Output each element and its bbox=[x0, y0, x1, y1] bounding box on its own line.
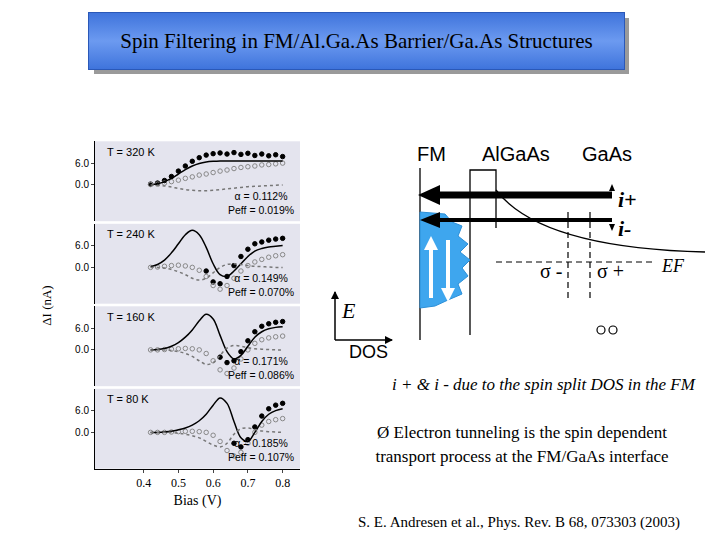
svg-text:0.8: 0.8 bbox=[275, 476, 290, 490]
svg-text:0.5: 0.5 bbox=[171, 476, 186, 490]
svg-text:i-: i- bbox=[618, 216, 631, 241]
svg-text:0.0: 0.0 bbox=[75, 179, 89, 190]
svg-text:6.0: 6.0 bbox=[75, 405, 89, 416]
svg-text:0.4: 0.4 bbox=[136, 476, 151, 490]
svg-text:S. E. Andresen et al., Phys. R: S. E. Andresen et al., Phys. Rev. B 68, … bbox=[358, 514, 680, 531]
svg-text:0.0: 0.0 bbox=[75, 344, 89, 355]
svg-text:T = 160 K: T = 160 K bbox=[107, 311, 155, 323]
svg-text:i+: i+ bbox=[618, 187, 637, 212]
svg-text:T = 320 K: T = 320 K bbox=[107, 146, 155, 158]
svg-text:AlGaAs: AlGaAs bbox=[482, 143, 550, 165]
svg-text:α = 0.112%Peff = 0.019%: α = 0.112%Peff = 0.019% bbox=[228, 190, 294, 216]
svg-text:0.7: 0.7 bbox=[240, 476, 255, 490]
svg-text:α = 0.171%Peff = 0.086%: α = 0.171%Peff = 0.086% bbox=[228, 355, 294, 381]
svg-text:T = 240 K: T = 240 K bbox=[107, 228, 155, 240]
svg-text:α = 0.149%Peff = 0.070%: α = 0.149%Peff = 0.070% bbox=[228, 272, 294, 298]
svg-text:DOS: DOS bbox=[349, 342, 388, 362]
svg-text:Ø Electron tunneling is the sp: Ø Electron tunneling is the spin depende… bbox=[377, 423, 667, 442]
svg-text:FM: FM bbox=[417, 143, 446, 165]
svg-text:ΔI (nA): ΔI (nA) bbox=[39, 285, 54, 326]
svg-text:E: E bbox=[341, 298, 356, 323]
svg-text:0.0: 0.0 bbox=[75, 427, 89, 438]
svg-text:6.0: 6.0 bbox=[75, 240, 89, 251]
svg-text:GaAs: GaAs bbox=[582, 143, 632, 165]
svg-text:σ -: σ - bbox=[540, 260, 562, 282]
svg-text:0.0: 0.0 bbox=[75, 262, 89, 273]
svg-text:transport process at the FM/Ga: transport process at the FM/GaAs interfa… bbox=[375, 447, 668, 466]
svg-text:EF: EF bbox=[661, 256, 685, 276]
svg-text:T = 80 K: T = 80 K bbox=[107, 393, 149, 405]
svg-text:0.6: 0.6 bbox=[206, 476, 221, 490]
svg-text:σ +: σ + bbox=[597, 260, 624, 282]
svg-text:Bias (V): Bias (V) bbox=[174, 493, 222, 509]
svg-text:i + & i - due to the spin spli: i + & i - due to the spin split DOS in t… bbox=[392, 375, 696, 394]
svg-text:α = 0.185%Peff = 0.107%: α = 0.185%Peff = 0.107% bbox=[228, 437, 294, 463]
svg-text:6.0: 6.0 bbox=[75, 158, 89, 169]
svg-text:6.0: 6.0 bbox=[75, 323, 89, 334]
html-text:Spin Filtering in FM/Al.Ga.As: Spin Filtering in FM/Al.Ga.As Barrier/Ga… bbox=[120, 28, 593, 53]
